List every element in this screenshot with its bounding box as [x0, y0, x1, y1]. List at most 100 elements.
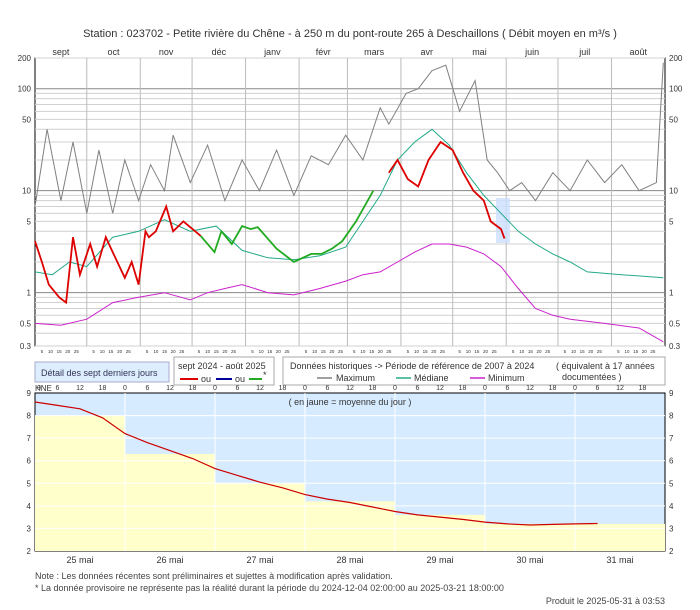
- note-line-2: * La donnée provisoire ne représente pas…: [35, 583, 504, 593]
- day-tick-label: 25: [545, 349, 551, 354]
- day-tick-label: 5: [407, 349, 410, 354]
- day-tick-label: 5: [512, 349, 515, 354]
- day-tick-label: 10: [312, 349, 318, 354]
- day-tick-label: 15: [528, 349, 534, 354]
- month-label: sept: [52, 47, 70, 57]
- month-label: juil: [578, 47, 590, 57]
- daily-mean-bar: [305, 501, 395, 551]
- day-tick-label: 20: [65, 349, 71, 354]
- detail-y-tick-right: 3: [669, 524, 674, 533]
- month-label: nov: [159, 47, 174, 57]
- day-tick-label: 10: [259, 349, 265, 354]
- day-label: 29 mai: [426, 555, 453, 565]
- day-tick-label: 5: [564, 349, 567, 354]
- hour-tick-label: 6: [596, 385, 600, 392]
- hour-tick-label: 6: [506, 385, 510, 392]
- hour-tick-label: 18: [459, 385, 467, 392]
- hour-tick-label: 6: [146, 385, 150, 392]
- hour-tick-label: 0: [123, 385, 127, 392]
- detail-y-tick-right: 2: [669, 547, 674, 556]
- y-tick-label: 0.5: [20, 319, 32, 328]
- month-label: mars: [364, 47, 384, 57]
- detail-y-tick: 8: [27, 412, 32, 421]
- y-tick-label: 1: [27, 289, 32, 298]
- hour-tick-label: 18: [639, 385, 647, 392]
- legend-star: *: [263, 370, 267, 380]
- legend-minimum: Minimum: [488, 373, 525, 383]
- hour-tick-label: 18: [549, 385, 557, 392]
- day-tick-label: 20: [329, 349, 335, 354]
- hour-tick-label: 18: [279, 385, 287, 392]
- day-tick-label: 25: [74, 349, 80, 354]
- legend-hist-box: [282, 356, 666, 386]
- detail-y-tick: 5: [27, 479, 32, 488]
- day-tick-label: 20: [536, 349, 542, 354]
- hour-tick-label: 0: [393, 385, 397, 392]
- day-tick-label: 15: [321, 349, 327, 354]
- day-tick-label: 5: [92, 349, 95, 354]
- y-tick-label: 5: [27, 217, 32, 226]
- day-tick-label: 5: [146, 349, 149, 354]
- day-tick-label: 25: [650, 349, 656, 354]
- day-tick-label: 20: [378, 349, 384, 354]
- hour-tick-label: 12: [166, 385, 174, 392]
- series-maximum: [34, 62, 664, 214]
- series-minimum: [34, 243, 664, 343]
- day-tick-label: 20: [276, 349, 282, 354]
- detail-y-tick: 9: [27, 389, 32, 398]
- y-tick-label-right: 5: [669, 217, 674, 226]
- hour-tick-label: 6: [326, 385, 330, 392]
- hour-tick-label: 6: [56, 385, 60, 392]
- detail-note: ( en jaune = moyenne du jour ): [289, 397, 412, 407]
- day-tick-label: 25: [126, 349, 132, 354]
- detail-y-tick: 2: [27, 547, 32, 556]
- day-tick-label: 10: [205, 349, 211, 354]
- legend-mediane: Médiane: [414, 373, 449, 383]
- day-tick-label: 25: [386, 349, 392, 354]
- day-tick-label: 5: [251, 349, 254, 354]
- day-tick-label: 20: [117, 349, 123, 354]
- hour-tick-label: 18: [189, 385, 197, 392]
- detail-y-tick-right: 7: [669, 434, 674, 443]
- detail-y-tick: 6: [27, 457, 32, 466]
- hour-tick-label: 12: [616, 385, 624, 392]
- legend-period-box: [173, 356, 275, 386]
- y-tick-label-right: 50: [669, 115, 678, 124]
- day-tick-label: 10: [519, 349, 525, 354]
- day-tick-label: 5: [305, 349, 308, 354]
- series-current-before: [34, 203, 202, 305]
- detail-series-recent: [34, 401, 598, 526]
- series-current-after: [388, 140, 506, 239]
- hour-tick-label: 6: [416, 385, 420, 392]
- y-tick-label: 200: [18, 54, 32, 63]
- series-provisional: [200, 190, 375, 264]
- legend-maximum: Maximum: [336, 373, 375, 383]
- legend-ou2: ou: [235, 374, 245, 384]
- hour-tick-label: 0: [37, 385, 41, 392]
- day-tick-label: 5: [353, 349, 356, 354]
- day-tick-label: 10: [625, 349, 631, 354]
- day-tick-label: 25: [179, 349, 185, 354]
- month-label: août: [629, 47, 647, 57]
- detail-y-tick-right: 4: [669, 502, 674, 511]
- detail-y-tick-right: 8: [669, 412, 674, 421]
- day-tick-label: 10: [48, 349, 54, 354]
- daily-mean-bar: [395, 514, 485, 551]
- hour-tick-label: 6: [236, 385, 240, 392]
- day-tick-label: 15: [162, 349, 168, 354]
- hour-tick-label: 12: [526, 385, 534, 392]
- hour-tick-label: 0: [303, 385, 307, 392]
- day-tick-label: 10: [100, 349, 106, 354]
- hour-tick-label: 0: [483, 385, 487, 392]
- y-tick-label-right: 0.5: [669, 319, 681, 328]
- detail-y-axis-label: HNE: [35, 384, 52, 393]
- day-tick-label: 25: [231, 349, 237, 354]
- hour-tick-label: 0: [213, 385, 217, 392]
- legend-recent-label: Détail des sept derniers jours: [41, 368, 158, 378]
- y-tick-label-right: 10: [669, 187, 678, 196]
- day-tick-label: 25: [597, 349, 603, 354]
- day-tick-label: 20: [642, 349, 648, 354]
- day-label: 27 mai: [246, 555, 273, 565]
- day-tick-label: 10: [153, 349, 159, 354]
